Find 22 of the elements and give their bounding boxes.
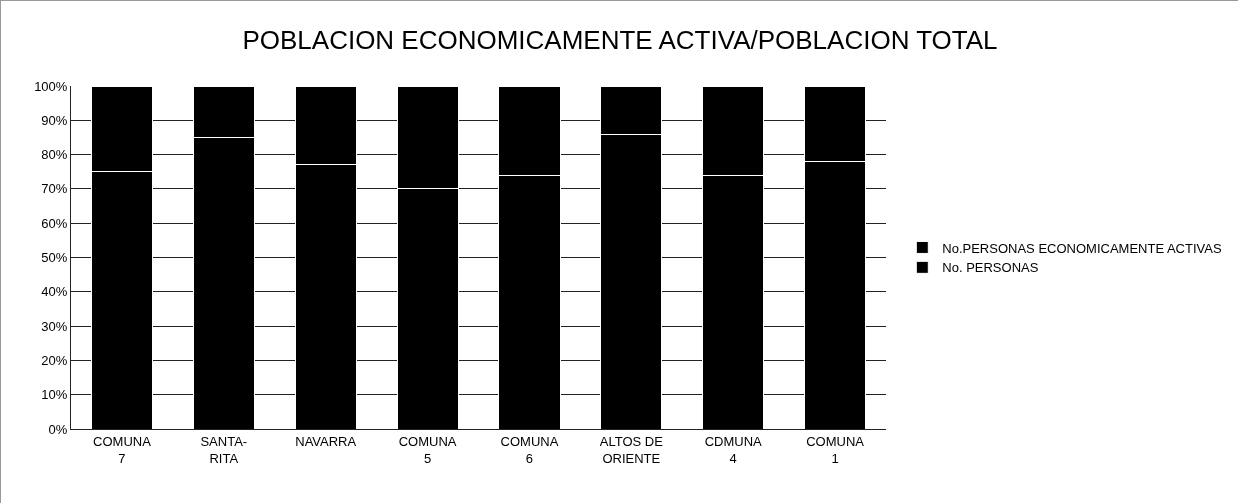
x-tick-label: ALTOS DE ORIENTE	[599, 433, 664, 466]
y-tick-label: 60%	[41, 215, 68, 231]
x-tick-label: NAVARRA	[295, 433, 357, 449]
y-tick-label: 100%	[34, 78, 68, 94]
x-tick-label: CDMUNA 4	[704, 433, 763, 466]
y-tick-label: 50%	[41, 250, 68, 266]
y-tick-label: 20%	[41, 352, 68, 368]
y-tick-label: 80%	[41, 147, 68, 163]
y-tick-label: 90%	[41, 112, 68, 128]
legend-label: No.PERSONAS ECONOMICAMENTE ACTIVAS	[942, 240, 1222, 256]
chart-title: POBLACION ECONOMICAMENTE ACTIVA/POBLACION TOTAL	[242, 25, 998, 56]
x-tick-label: COMUNA 6	[500, 433, 559, 466]
y-tick-label: 40%	[41, 284, 68, 300]
x-tick-label: COMUNA 5	[398, 433, 457, 466]
x-tick-label: SANTA- RITA	[200, 433, 248, 466]
legend-label: No. PERSONAS	[942, 260, 1039, 276]
x-tick-label: COMUNA 7	[93, 433, 152, 466]
x-tick-label: COMUNA 1	[806, 433, 865, 466]
y-tick-label: 30%	[41, 318, 68, 334]
y-tick-label: 10%	[41, 387, 68, 403]
y-tick-label: 0%	[48, 421, 68, 437]
y-tick-label: 70%	[41, 181, 68, 197]
